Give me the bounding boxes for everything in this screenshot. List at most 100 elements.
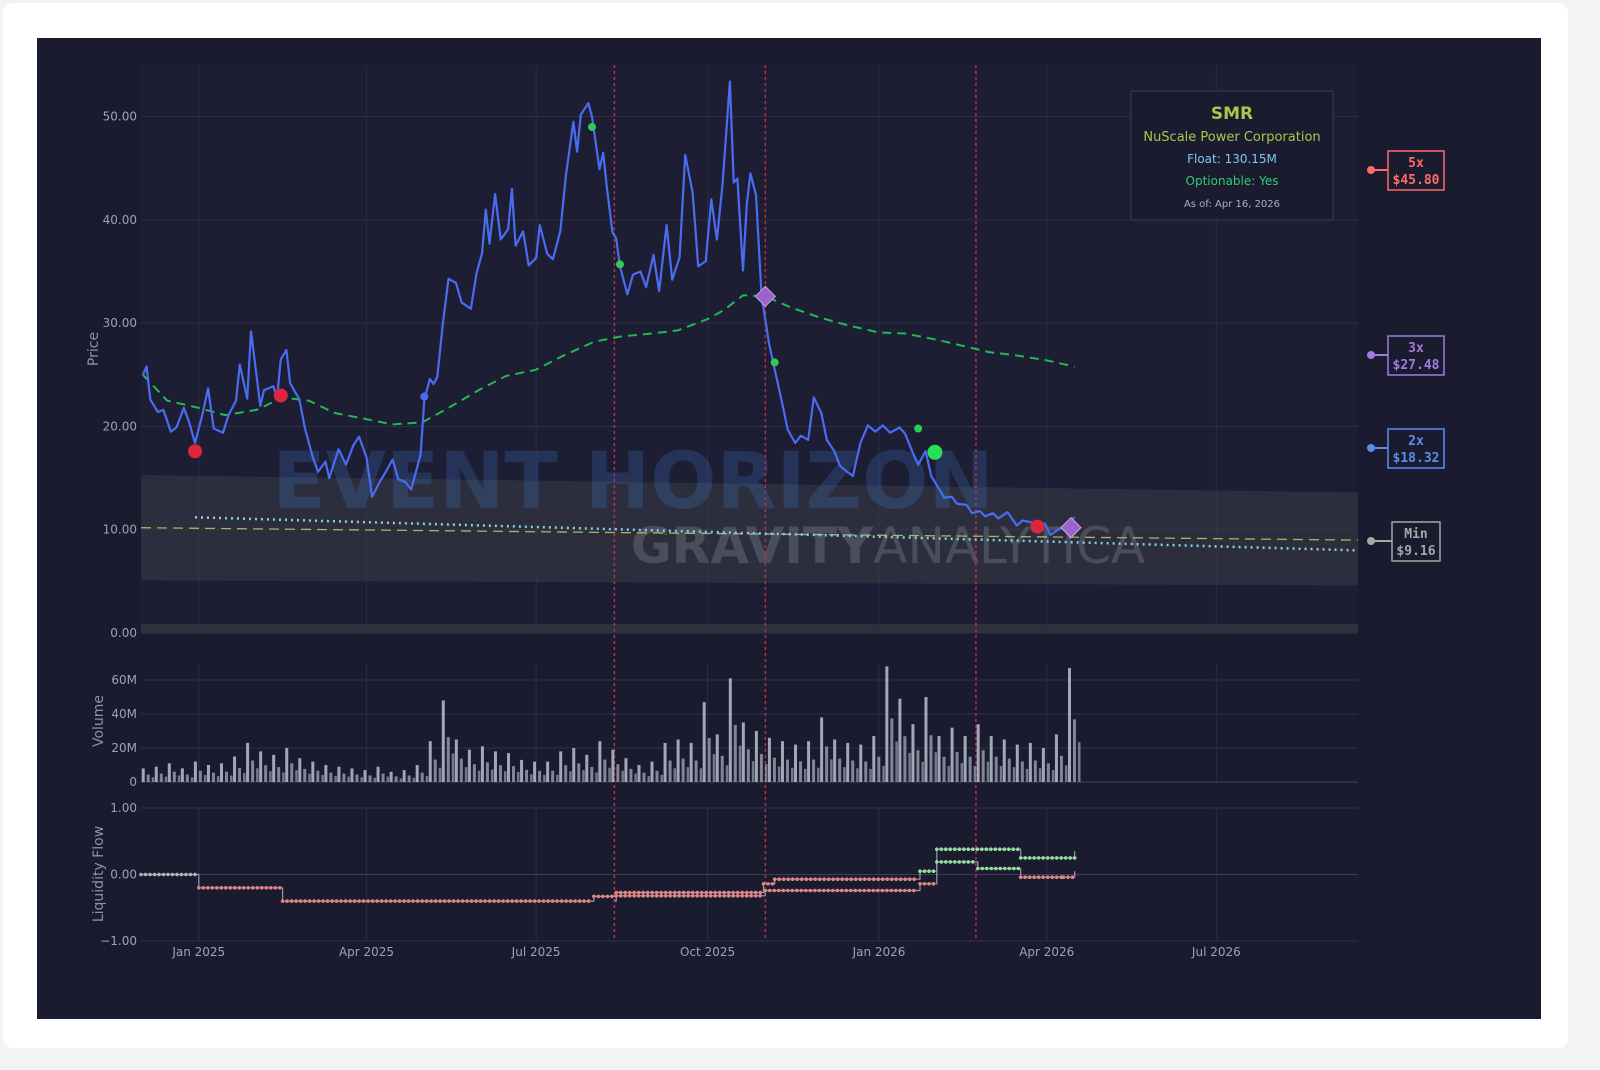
volume-bar (994, 756, 998, 782)
flow-point (966, 860, 971, 864)
flow-point (636, 894, 641, 898)
flow-point (650, 894, 654, 898)
flow-point (406, 899, 411, 903)
flow-point (260, 886, 264, 890)
volume-bar (368, 775, 372, 782)
volume-bar (898, 698, 902, 782)
flow-point (601, 894, 605, 899)
volume-bar (295, 770, 298, 782)
flow-point (790, 877, 795, 881)
volume-bar (934, 752, 937, 782)
x-tick-label: Apr 2025 (339, 945, 394, 959)
flow-point (695, 894, 699, 898)
level-min-box (1391, 521, 1441, 562)
info-box: SMR NuScale Power Corporation Float: 130… (1130, 90, 1334, 221)
flow-point (596, 894, 601, 899)
flow-point (357, 899, 361, 903)
flow-point (618, 894, 623, 898)
channel-band (141, 474, 1358, 586)
flow-point (1007, 866, 1012, 871)
volume-bar (981, 750, 985, 782)
flow-point (307, 899, 312, 903)
volume-bar (738, 745, 742, 782)
flow-point (853, 877, 858, 881)
flow-point (781, 888, 786, 893)
flow-point (772, 877, 777, 881)
trend-line (194, 516, 1359, 552)
flow-point (898, 877, 903, 881)
flow-point (768, 888, 772, 893)
level-3x: 3x $27.48 (1367, 335, 1445, 376)
volume-bar (963, 736, 967, 782)
volume-bar (428, 741, 432, 782)
flow-point (931, 869, 936, 873)
sell-signal-marker (273, 388, 288, 403)
flow-point (1063, 856, 1068, 860)
volume-bar (507, 753, 511, 782)
level-5x: 5x $45.80 (1367, 150, 1445, 191)
flow-point (699, 894, 704, 898)
flow-point (813, 877, 817, 881)
volume-bar (856, 768, 859, 782)
level-3x-dot (1367, 351, 1375, 359)
volume-bar (616, 764, 620, 782)
x-tick-label: Oct 2025 (680, 945, 735, 959)
flow-point (758, 890, 762, 895)
flow-tick-label: −1.00 (100, 934, 137, 948)
volume-bar (517, 771, 520, 782)
volume-bar (1020, 761, 1024, 782)
flow-point (862, 877, 867, 881)
flow-point (948, 847, 953, 851)
volume-bar (725, 765, 729, 782)
volume-bar (830, 759, 833, 782)
volume-bar (311, 761, 315, 782)
buy-signal-marker (927, 444, 943, 460)
flow-point (505, 899, 510, 903)
flow-point (993, 847, 998, 851)
chart-svg: EVENT HORIZON GRAVITYANALYTICA 0.00 10.00… (37, 38, 1541, 1019)
volume-bars (141, 666, 1081, 782)
flow-point (907, 877, 912, 881)
volume-bar (530, 774, 533, 782)
volume-bar (694, 760, 698, 782)
flow-point (537, 899, 541, 903)
volume-bar (477, 770, 481, 782)
flow-point (1012, 866, 1016, 871)
flow-point (641, 894, 645, 898)
flow-point (799, 888, 804, 893)
volume-bar (556, 774, 559, 782)
flow-point (298, 899, 303, 903)
volume-bar (942, 756, 946, 782)
volume-bar (572, 748, 576, 782)
volume-bar (159, 773, 163, 782)
flow-point (278, 886, 282, 890)
flow-point (402, 899, 406, 903)
volume-bar (308, 773, 311, 782)
volume-bar (785, 759, 789, 782)
price-axis-title: Price (86, 332, 102, 366)
volume-bar (1012, 767, 1016, 782)
volume-bar (955, 752, 959, 782)
flow-point (918, 869, 922, 873)
flow-point (749, 894, 753, 898)
watermark-line2: GRAVITYANALYTICA (631, 517, 1145, 575)
flow-point (813, 888, 817, 893)
volume-bar (520, 759, 524, 782)
volume-bar (960, 762, 964, 782)
volume-bar (817, 767, 820, 782)
flow-point (510, 899, 514, 903)
flow-point (375, 899, 379, 903)
flow-point (840, 888, 844, 893)
flow-point (1054, 875, 1059, 879)
level-min: Min $9.16 (1367, 521, 1441, 562)
flow-point (1018, 875, 1023, 879)
volume-bar (441, 700, 445, 782)
flow-point (352, 899, 357, 903)
flow-point (1003, 866, 1007, 871)
flow-point (179, 872, 184, 877)
flow-point (690, 890, 695, 895)
flow-point (501, 899, 505, 903)
volume-bar (412, 777, 416, 782)
flow-point (280, 899, 285, 903)
volume-bar (686, 767, 690, 782)
